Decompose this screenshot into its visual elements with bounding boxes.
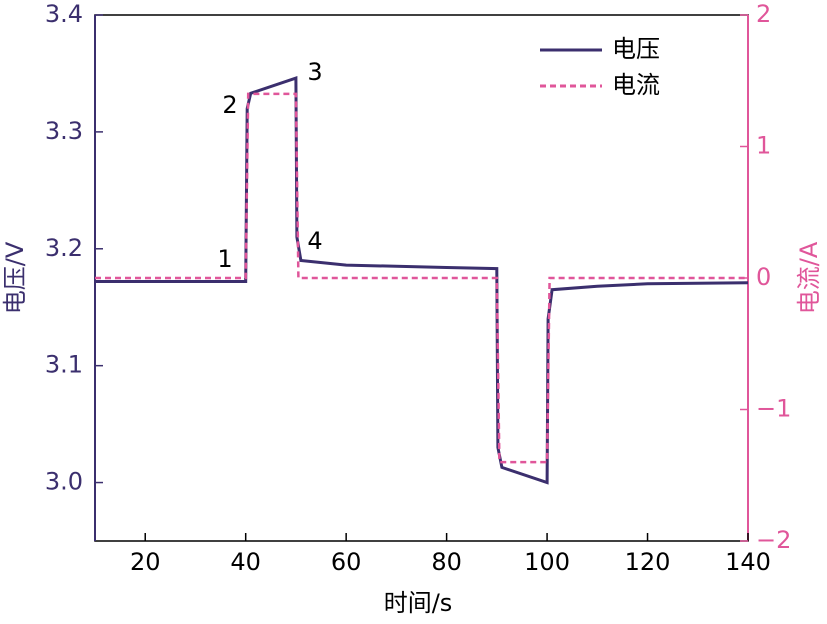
y2-tick-label: 0 [756, 263, 771, 291]
y-tick-label: 3.2 [45, 234, 83, 262]
legend-label: 电压 [612, 35, 660, 63]
x-tick-label: 20 [130, 548, 161, 576]
x-tick-label: 100 [524, 548, 570, 576]
series-line [95, 76, 749, 485]
annotation: 2 [222, 91, 237, 119]
series-line [95, 92, 748, 464]
y2-tick-label: −1 [756, 395, 791, 423]
x-tick-label: 80 [431, 548, 462, 576]
y-tick-label: 3.4 [45, 0, 83, 28]
y-axis-label: 电压/V [1, 241, 29, 314]
y-tick-label: 3.1 [45, 351, 83, 379]
y-tick-label: 3.3 [45, 117, 83, 145]
annotation: 1 [217, 245, 232, 273]
legend-label: 电流 [612, 71, 660, 99]
y2-axis-label: 电流/A [795, 241, 823, 314]
y2-tick-label: 1 [756, 132, 771, 160]
x-tick-label: 40 [230, 548, 261, 576]
y2-tick-label: 2 [756, 0, 771, 28]
y-tick-label: 3.0 [45, 468, 83, 496]
y2-tick-label: −2 [756, 526, 791, 554]
x-tick-label: 60 [331, 548, 362, 576]
x-axis-label: 时间/s [384, 589, 453, 617]
annotation: 3 [307, 58, 322, 86]
x-tick-label: 140 [725, 548, 771, 576]
annotation: 4 [307, 227, 322, 255]
x-tick-label: 120 [625, 548, 671, 576]
